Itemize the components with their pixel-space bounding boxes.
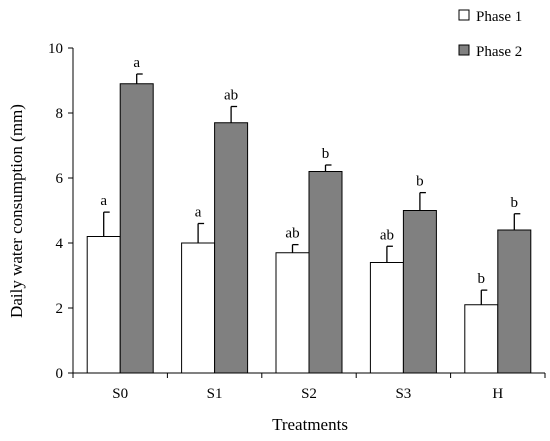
bar-phase-2 xyxy=(119,83,154,374)
significance-label: ab xyxy=(285,226,299,242)
x-tick-label: S0 xyxy=(112,386,128,402)
bar-phase-1 xyxy=(275,252,310,374)
y-tick-label: 10 xyxy=(48,41,63,57)
y-tick-label: 0 xyxy=(56,366,64,382)
legend-swatch xyxy=(458,9,470,21)
legend-label: Phase 2 xyxy=(476,44,522,60)
y-tick-label: 2 xyxy=(56,301,64,317)
y-axis: 0 2 4 6 8 10 xyxy=(48,41,74,382)
significance-label: a xyxy=(133,55,140,71)
significance-label: a xyxy=(195,205,202,221)
bar-phase-2 xyxy=(214,122,249,374)
bar-phase-1 xyxy=(464,304,499,374)
x-tick-label: S2 xyxy=(301,386,317,402)
y-tick-label: 8 xyxy=(56,106,64,122)
bar-phase-2 xyxy=(497,229,532,374)
bar-phase-2 xyxy=(308,171,343,374)
x-axis-title: Treatments xyxy=(272,415,348,434)
y-tick-label: 6 xyxy=(56,171,64,187)
legend: Phase 1 Phase 2 xyxy=(458,9,522,60)
legend-swatch xyxy=(458,44,470,56)
bars-group: a a ab ab b a ab b b b xyxy=(86,55,532,374)
x-tick-label: H xyxy=(492,386,503,402)
x-axis: S0 S1 S2 S3 H xyxy=(72,372,546,402)
significance-label: b xyxy=(322,146,330,162)
x-tick-label: S3 xyxy=(395,386,411,402)
significance-label: a xyxy=(100,193,107,209)
significance-label: b xyxy=(478,271,486,287)
y-axis-title: Daily water consumption (mm) xyxy=(7,104,26,318)
significance-label: b xyxy=(416,174,424,190)
bar-phase-2 xyxy=(402,210,437,374)
bar-phase-1 xyxy=(369,262,404,374)
legend-label: Phase 1 xyxy=(476,9,522,25)
significance-label: b xyxy=(511,195,519,211)
x-tick-label: S1 xyxy=(207,386,223,402)
significance-label: ab xyxy=(380,227,394,243)
bar-phase-1 xyxy=(86,236,121,374)
significance-label: ab xyxy=(224,88,238,104)
y-tick-label: 4 xyxy=(56,236,64,252)
bar-phase-1 xyxy=(181,242,216,374)
